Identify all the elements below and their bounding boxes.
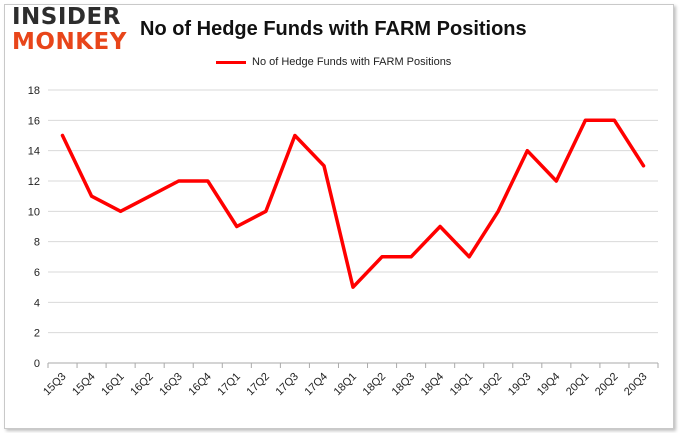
insider-monkey-logo: INSIDER MONKEY (12, 6, 127, 54)
x-tick-label: 15Q4 (70, 371, 98, 399)
x-tick-label: 17Q4 (303, 371, 331, 399)
data-point (148, 194, 152, 198)
x-tick-label: 16Q3 (157, 371, 185, 399)
data-point (438, 225, 442, 228)
legend-label: No of Hedge Funds with FARM Positions (252, 56, 452, 68)
x-tick-label: 17Q2 (244, 371, 272, 399)
x-tick-label: 16Q1 (99, 371, 127, 399)
series-line (60, 118, 646, 289)
y-tick-label: 8 (34, 237, 40, 249)
data-point (61, 134, 65, 137)
data-point (322, 164, 326, 168)
x-tick-label: 17Q3 (274, 371, 302, 399)
data-point (641, 164, 645, 168)
y-tick-label: 6 (34, 267, 40, 279)
x-tick-label: 19Q1 (448, 371, 476, 399)
y-tick-label: 12 (28, 176, 40, 188)
logo-text-monkey: MONKEY (12, 29, 127, 55)
data-point (235, 225, 239, 228)
x-tick-label: 16Q2 (128, 371, 156, 399)
data-point (206, 179, 210, 183)
x-tick-label: 18Q2 (361, 371, 389, 399)
data-point (554, 179, 558, 183)
y-tick-label: 10 (28, 206, 40, 218)
x-tick-label: 19Q3 (506, 371, 534, 399)
y-tick-label: 4 (34, 297, 40, 309)
data-point (380, 255, 384, 259)
y-tick-label: 2 (34, 328, 40, 340)
x-tick-label: 20Q3 (622, 371, 650, 399)
x-tick-label: 19Q4 (535, 371, 563, 399)
x-tick-label: 19Q2 (477, 371, 505, 399)
chart-legend: No of Hedge Funds with FARM Positions (216, 56, 451, 68)
data-point (177, 179, 181, 183)
legend-swatch (216, 60, 246, 64)
data-point (496, 209, 500, 213)
y-tick-label: 16 (28, 115, 40, 127)
x-tick-label: 18Q3 (390, 371, 418, 399)
x-tick-labels: 15Q3 15Q4 16Q1 16Q2 16Q3 16Q4 17Q1 17Q2 17Q3 17Q4… (41, 371, 649, 399)
x-tick-label: 20Q1 (564, 371, 592, 399)
gridlines (48, 89, 658, 334)
data-point (583, 118, 587, 122)
x-tick-label: 16Q4 (186, 371, 214, 399)
chart-title: No of Hedge Funds with FARM Positions (140, 18, 527, 40)
y-tick-label: 14 (28, 146, 40, 158)
data-point (351, 285, 355, 289)
y-tick-labels: 0 2 4 6 8 10 12 14 16 18 (28, 85, 40, 370)
data-point (525, 149, 529, 153)
data-point (467, 255, 471, 259)
chart-frame (4, 4, 674, 429)
data-point (264, 209, 268, 213)
logo-text-insider: INSIDER (12, 4, 121, 30)
data-point (409, 255, 413, 259)
x-tick-label: 18Q1 (332, 371, 360, 399)
x-tick-label: 18Q4 (419, 371, 447, 399)
data-point (119, 209, 123, 213)
x-tick-label: 15Q3 (41, 371, 69, 399)
data-point (612, 118, 616, 122)
data-point (90, 194, 94, 198)
axes (47, 362, 659, 368)
series-layer (60, 118, 646, 289)
x-tick-label: 17Q1 (215, 371, 243, 399)
data-point (293, 134, 297, 137)
x-tick-label: 20Q2 (593, 371, 621, 399)
y-tick-label: 18 (28, 85, 40, 97)
y-tick-label: 0 (34, 358, 40, 370)
